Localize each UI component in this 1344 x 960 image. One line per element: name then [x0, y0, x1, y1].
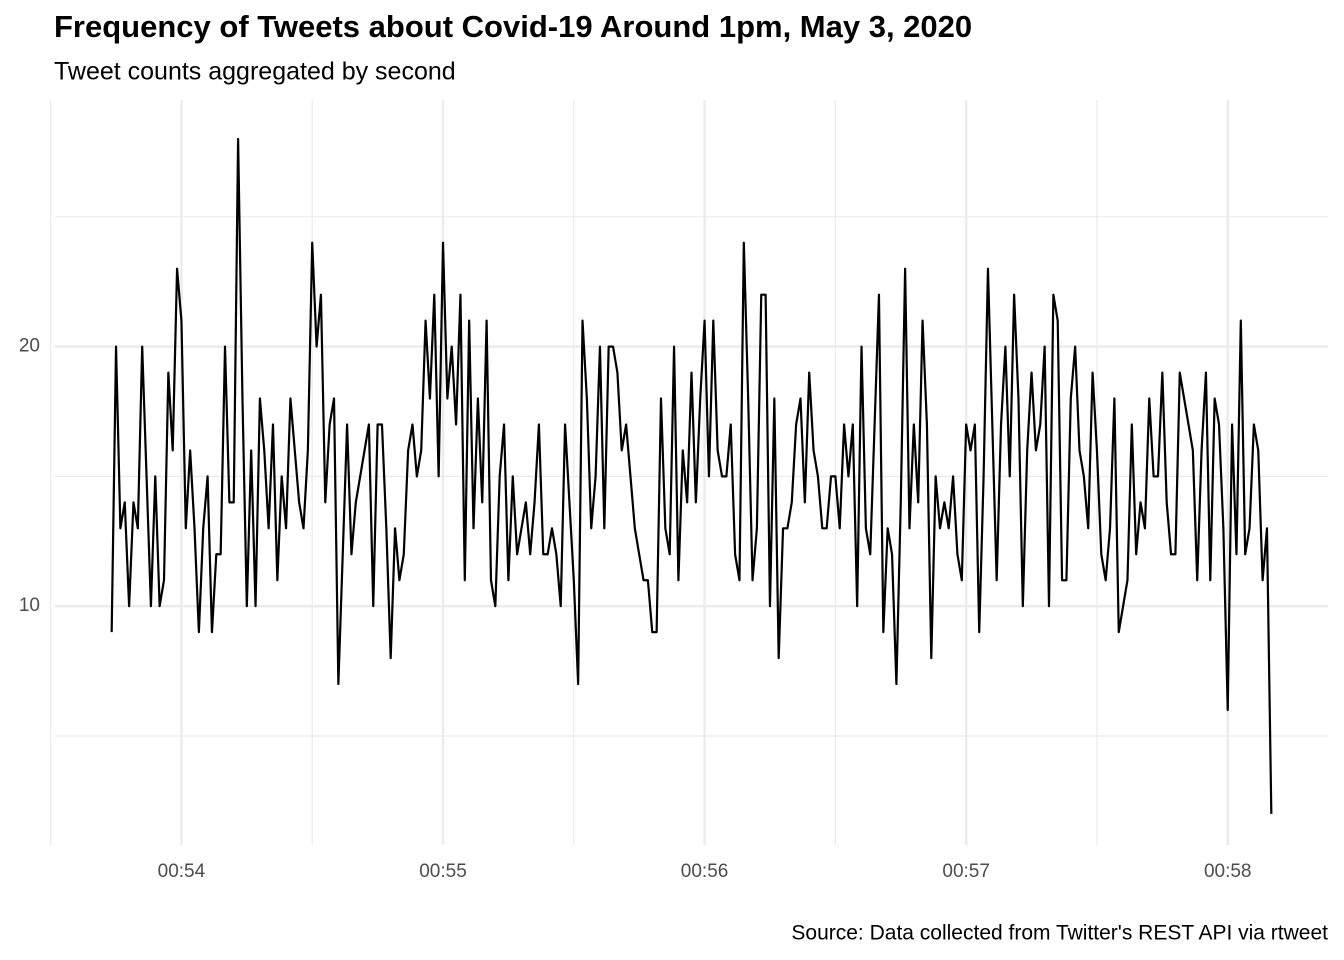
x-tick-label: 00:55 — [419, 861, 467, 882]
line-series — [110, 137, 1273, 814]
x-tick-label: 00:57 — [942, 861, 990, 882]
chart-title: Frequency of Tweets about Covid-19 Aroun… — [54, 9, 972, 44]
y-tick-label: 20 — [19, 336, 40, 357]
x-tick-label: 00:58 — [1204, 861, 1252, 882]
chart-subtitle: Tweet counts aggregated by second — [54, 58, 456, 86]
x-tick-label: 00:54 — [158, 861, 206, 882]
x-tick-label: 00:56 — [681, 861, 729, 882]
caption: Source: Data collected from Twitter's RE… — [791, 922, 1328, 945]
grid — [50, 100, 1328, 845]
y-tick-label: 10 — [19, 595, 40, 616]
